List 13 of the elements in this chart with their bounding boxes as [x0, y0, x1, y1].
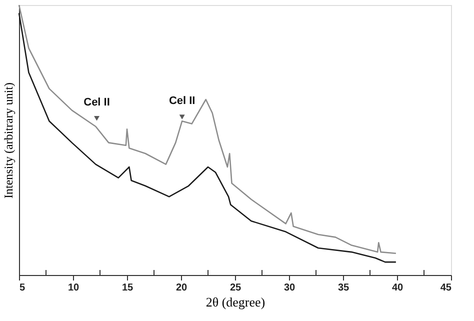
- y-axis-title: Intensity (arbitrary unit): [2, 82, 16, 198]
- x-tick-label: 15: [122, 282, 134, 294]
- x-tick-label: 35: [338, 282, 350, 294]
- x-tick-label: 40: [392, 282, 404, 294]
- x-tick-label: 25: [230, 282, 242, 294]
- x-tick-label: 10: [68, 282, 80, 294]
- x-tick-label: 5: [20, 282, 26, 294]
- x-tick-label: 30: [284, 282, 296, 294]
- annotation: Cel II: [168, 95, 196, 108]
- annotation: Cel II: [84, 96, 110, 108]
- x-tick-label: 20: [176, 282, 188, 294]
- x-axis-title: 2θ (degree): [206, 294, 266, 310]
- x-tick-label: 45: [440, 282, 452, 294]
